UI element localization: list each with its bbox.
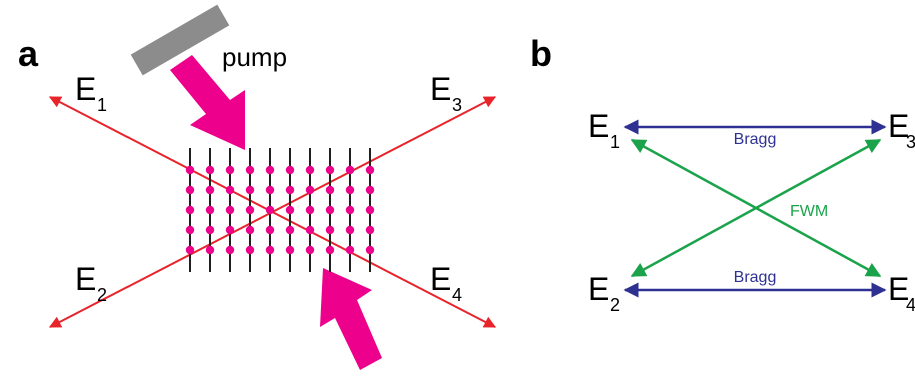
b-field-e3-main: E — [888, 108, 909, 144]
atom-dot — [305, 245, 315, 255]
fwm-label: FWM — [790, 203, 828, 220]
atom-dot — [345, 225, 355, 235]
bragg-label-bottom: Bragg — [734, 269, 777, 286]
panel-b-label: b — [530, 33, 552, 74]
atom-dot — [205, 225, 215, 235]
atom-dot — [345, 245, 355, 255]
atom-dot — [225, 165, 235, 175]
atom-dot — [345, 185, 355, 195]
atom-dot — [265, 205, 275, 215]
atom-dot — [205, 185, 215, 195]
panel-a: a pump E 1 E 2 E 3 E — [18, 4, 497, 370]
b-field-e3-sub: 3 — [906, 132, 915, 152]
atom-dot — [245, 245, 255, 255]
atom-dot — [265, 165, 275, 175]
atom-dot — [265, 225, 275, 235]
atom-dot — [325, 165, 335, 175]
b-field-e4-sub: 4 — [906, 295, 915, 315]
field-label-e3: E 3 — [430, 71, 462, 115]
field-e4-sub: 4 — [452, 285, 462, 305]
atom-dot — [185, 165, 195, 175]
field-e3-sub: 3 — [452, 95, 462, 115]
pump-label: pump — [222, 42, 287, 72]
atom-dot — [345, 205, 355, 215]
b-field-e1-sub: 1 — [610, 132, 620, 152]
panel-a-label: a — [18, 33, 39, 74]
b-field-label-e2: E 2 — [588, 271, 620, 315]
atom-dot — [365, 205, 375, 215]
atom-dot — [245, 185, 255, 195]
field-e1-main: E — [75, 71, 96, 107]
atom-dot — [345, 165, 355, 175]
atom-dot — [225, 205, 235, 215]
field-e2-sub: 2 — [97, 285, 107, 305]
atom-dot — [285, 205, 295, 215]
b-field-label-e4: E 4 — [888, 271, 915, 315]
atom-dot — [225, 225, 235, 235]
pump-arrow-bottom — [320, 268, 382, 370]
b-field-e4-main: E — [888, 271, 909, 307]
atom-dot — [305, 205, 315, 215]
field-label-e4: E 4 — [430, 261, 462, 305]
atom-dot — [265, 185, 275, 195]
atom-dot — [285, 245, 295, 255]
atom-dot — [265, 245, 275, 255]
atom-dot — [365, 185, 375, 195]
atom-dot — [225, 245, 235, 255]
atom-dot — [285, 165, 295, 175]
field-e2-main: E — [75, 261, 96, 297]
atom-dot — [285, 225, 295, 235]
bragg-label-top: Bragg — [734, 131, 777, 148]
atom-dot — [205, 165, 215, 175]
b-field-e2-sub: 2 — [610, 295, 620, 315]
field-label-e2: E 2 — [75, 261, 107, 305]
atom-dot — [365, 225, 375, 235]
atom-dot — [245, 205, 255, 215]
b-field-e1-main: E — [588, 108, 609, 144]
atom-dot — [325, 245, 335, 255]
field-e1-sub: 1 — [97, 95, 107, 115]
atom-dot — [305, 185, 315, 195]
atom-dot — [205, 245, 215, 255]
atom-dot — [185, 185, 195, 195]
atom-dot — [325, 185, 335, 195]
atom-dot — [245, 225, 255, 235]
atom-dot — [365, 165, 375, 175]
atom-dot — [225, 185, 235, 195]
b-field-label-e3: E 3 — [888, 108, 915, 152]
fwm-link-e2-e3 — [630, 138, 882, 278]
atom-dot — [325, 225, 335, 235]
atom-dot — [305, 165, 315, 175]
atom-dot — [185, 205, 195, 215]
pump-mirror — [130, 4, 230, 76]
atom-dot — [325, 205, 335, 215]
atom-dot — [245, 165, 255, 175]
field-label-e1: E 1 — [75, 71, 107, 115]
atom-dot — [185, 245, 195, 255]
atom-dot — [365, 245, 375, 255]
panel-b: b Bragg Bragg FWM E 1 E 2 E 3 E 4 — [530, 33, 915, 315]
field-e4-main: E — [430, 261, 451, 297]
b-field-e2-main: E — [588, 271, 609, 307]
atom-dot — [305, 225, 315, 235]
atom-dot — [185, 225, 195, 235]
b-field-label-e1: E 1 — [588, 108, 620, 152]
atom-dot — [205, 205, 215, 215]
atomic-grating — [185, 148, 375, 272]
atom-dot — [285, 185, 295, 195]
field-e3-main: E — [430, 71, 451, 107]
